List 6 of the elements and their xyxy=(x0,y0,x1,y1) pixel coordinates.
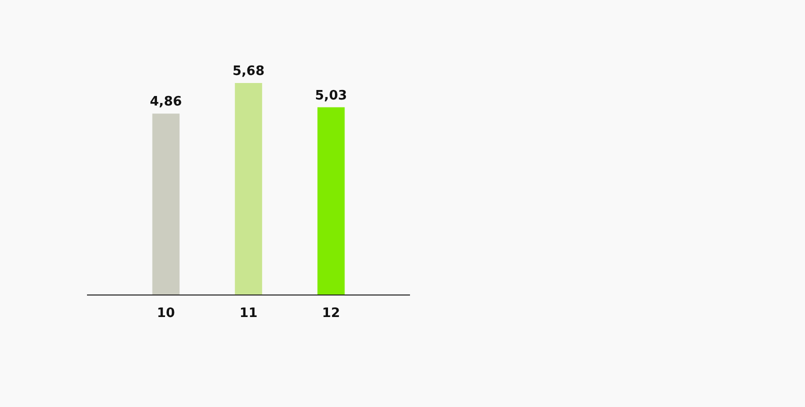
data-label: 5,03 xyxy=(315,88,348,104)
data-label: 4,86 xyxy=(150,94,182,110)
x-tick-label: 11 xyxy=(239,306,258,321)
data-label: 5,68 xyxy=(232,64,265,79)
x-tick-label: 12 xyxy=(322,306,340,321)
x-tick-label: 10 xyxy=(156,306,175,321)
